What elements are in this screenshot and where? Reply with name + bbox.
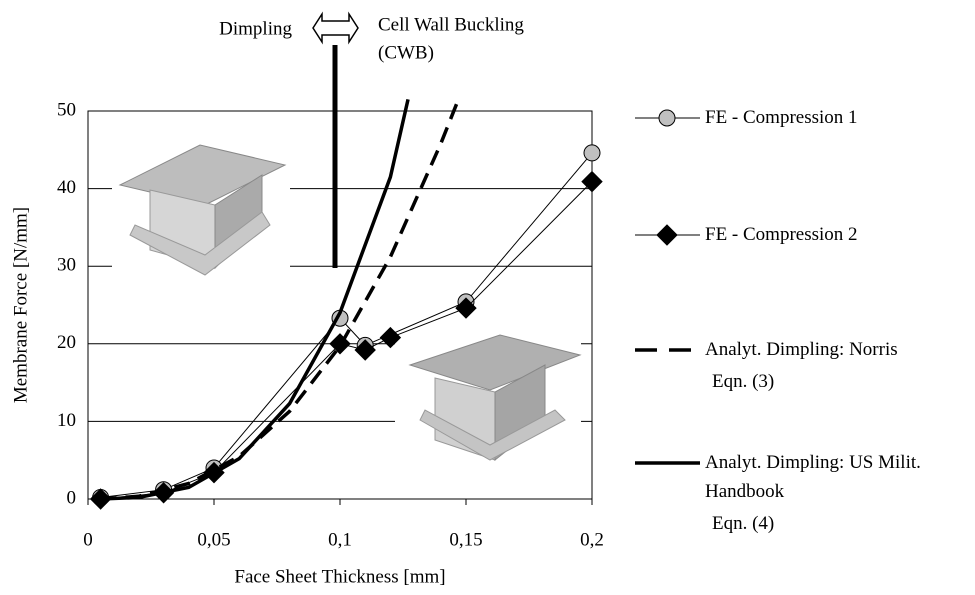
x-tick-label: 0,2 (580, 529, 604, 550)
y-tick-label: 40 (57, 177, 76, 198)
legend-equation: Eqn. (4) (712, 509, 774, 538)
legend-equation: Eqn. (3) (712, 367, 774, 396)
y-tick-label: 10 (57, 410, 76, 431)
marker-circle (659, 110, 675, 126)
y-axis-title: Membrane Force [N/mm] (10, 207, 31, 403)
marker-circle (584, 145, 600, 161)
regime-arrow (313, 14, 358, 42)
legend-label: FE - Compression 2 (705, 220, 967, 249)
y-tick-label: 30 (57, 255, 76, 276)
legend-label: FE - Compression 1 (705, 103, 967, 132)
x-tick-label: 0,1 (328, 529, 352, 550)
y-tick-label: 0 (67, 487, 77, 508)
annotation: (CWB) (378, 42, 434, 63)
marker-diamond (657, 225, 677, 245)
x-tick-label: 0 (83, 529, 93, 550)
inset-bottom-right (395, 333, 581, 473)
legend-label: Analyt. Dimpling: Norris (705, 335, 967, 364)
legend-label: Analyt. Dimpling: US Milit. Handbook (705, 448, 967, 506)
inset-top-left (112, 138, 290, 286)
page: 0 10 20 30 40 50 0 0,05 0,1 0,15 0,2 Dimpling Cell… (0, 0, 975, 595)
x-tick-label: 0,05 (197, 529, 230, 550)
y-tick-label: 20 (57, 332, 76, 353)
x-axis-title: Face Sheet Thickness [mm] (234, 566, 445, 587)
x-tick-label: 0,15 (449, 529, 482, 550)
y-tick-label: 50 (57, 99, 76, 120)
annotation: Cell Wall Buckling (378, 14, 524, 35)
annotation: Dimpling (219, 18, 292, 39)
